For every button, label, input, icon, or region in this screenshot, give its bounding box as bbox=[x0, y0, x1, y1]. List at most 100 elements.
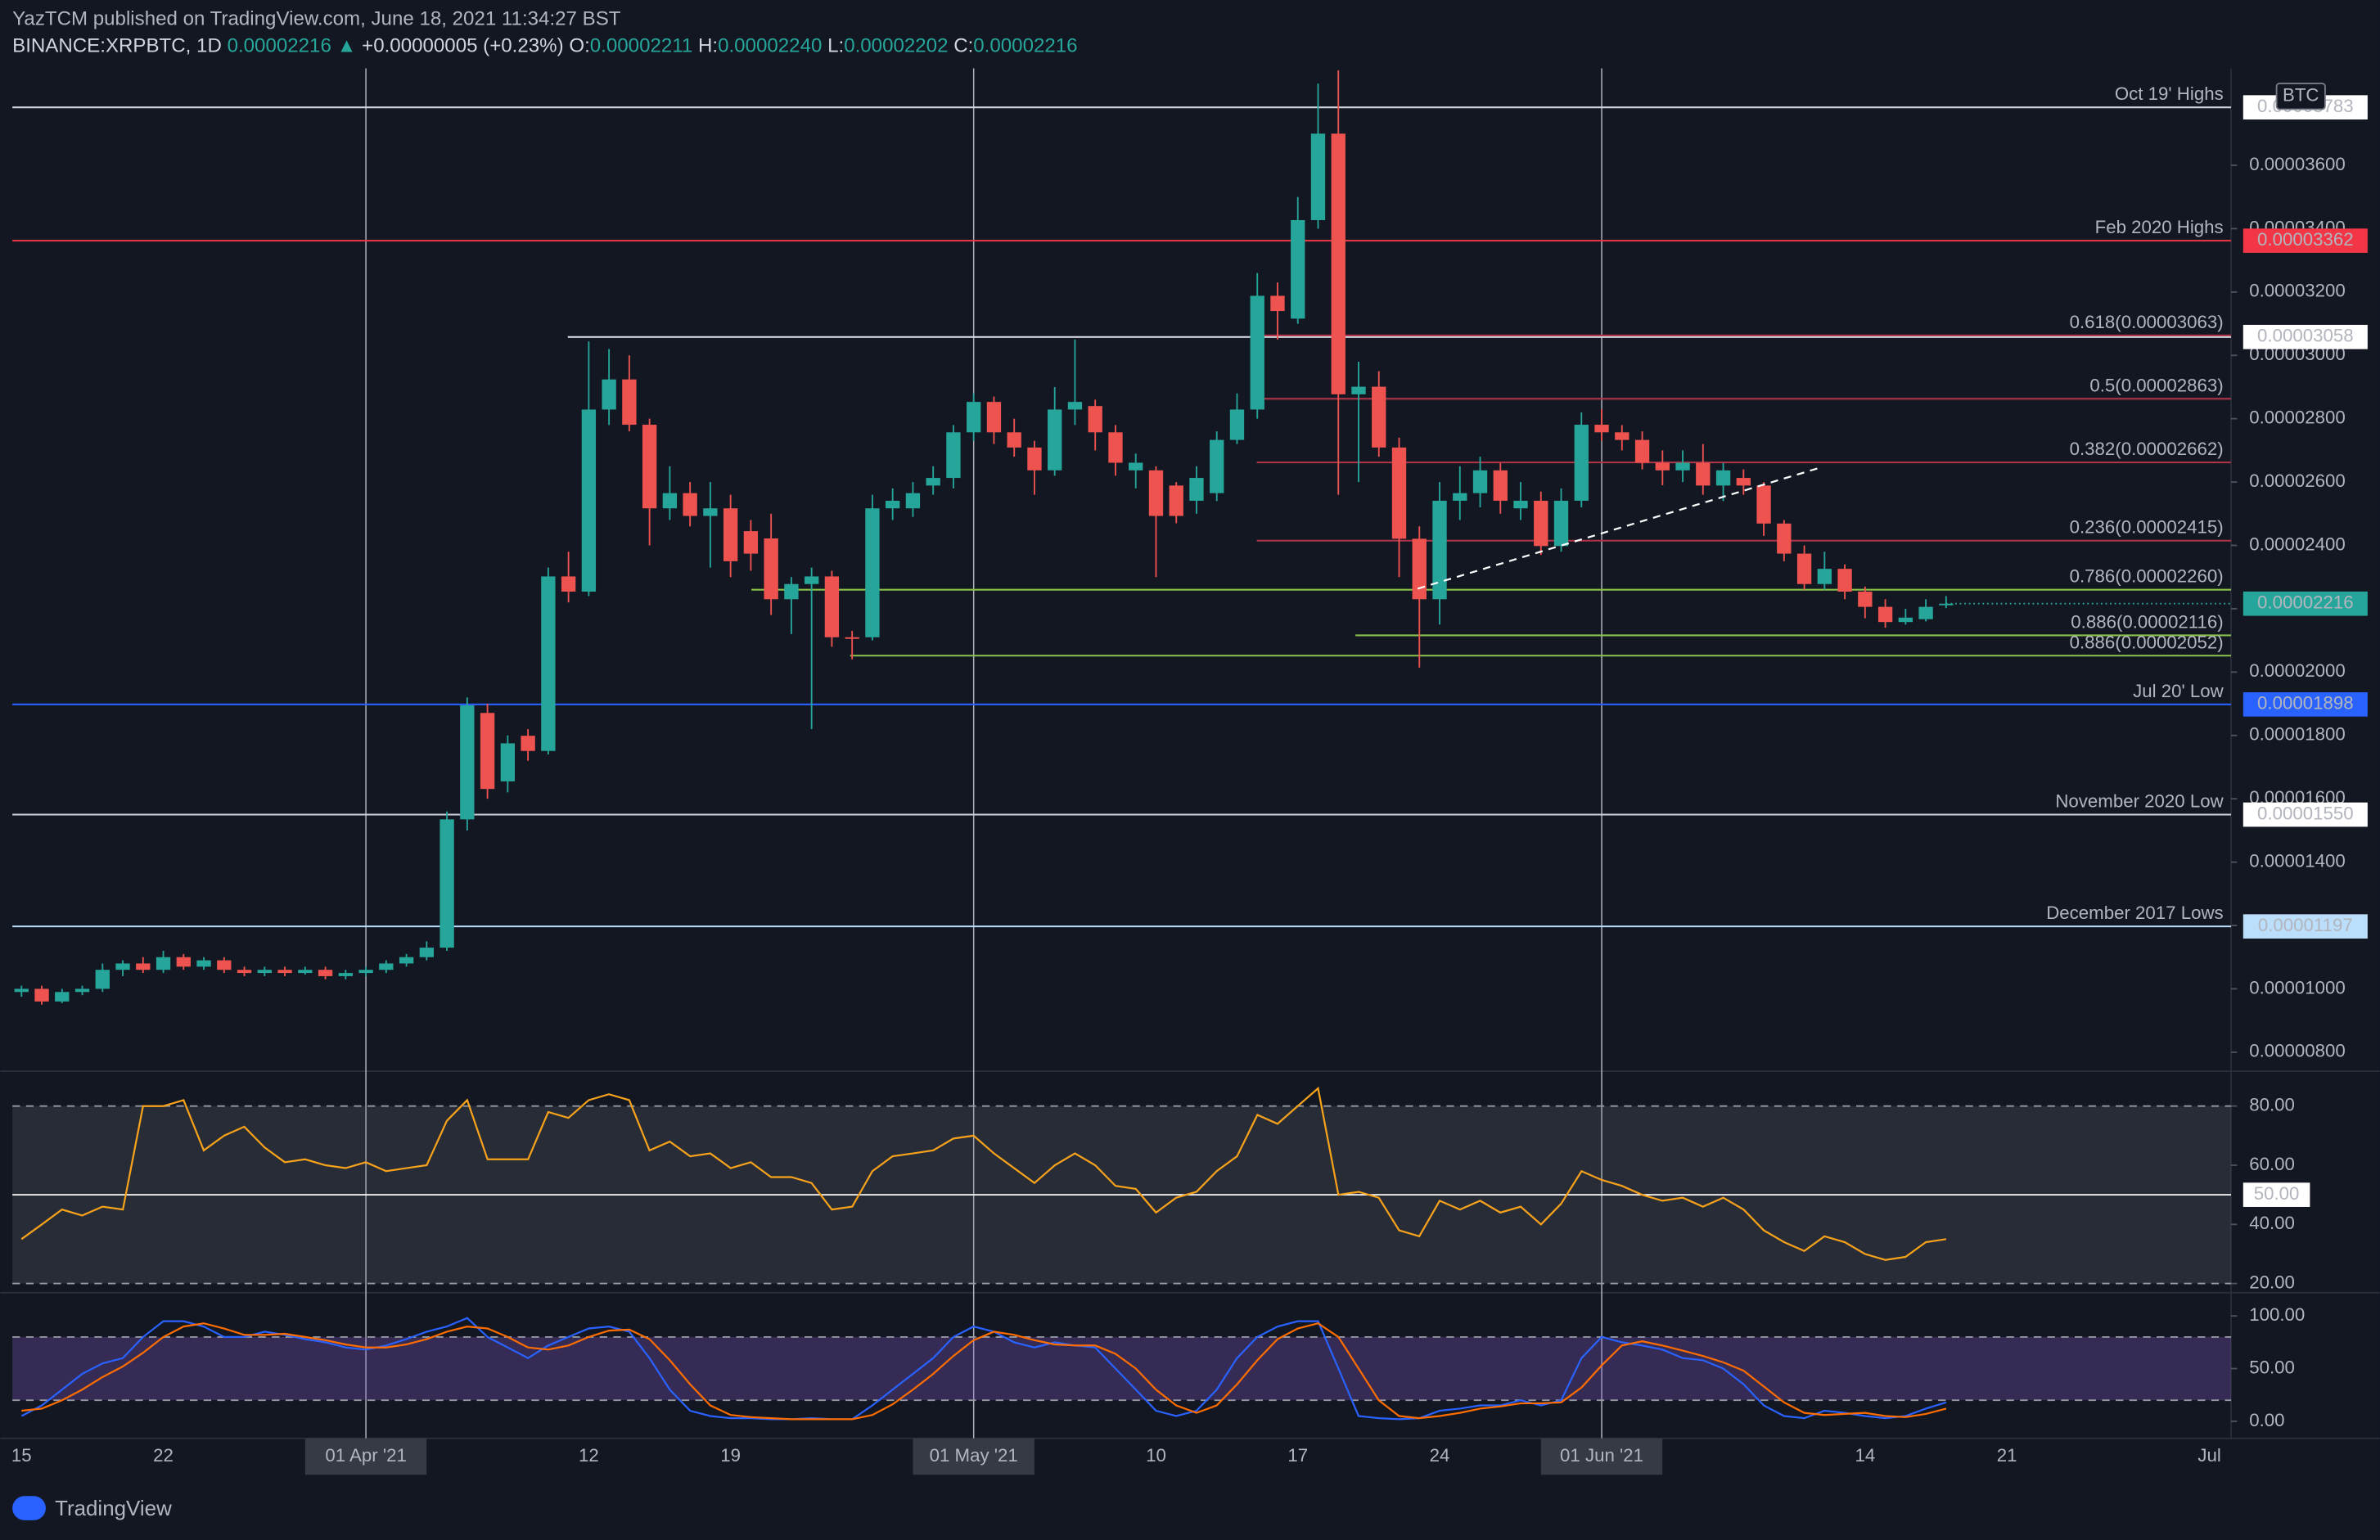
x-tick-label: 22 bbox=[153, 1445, 174, 1466]
candle-body bbox=[298, 970, 313, 974]
candle-body bbox=[1391, 447, 1407, 539]
candle-body bbox=[237, 970, 252, 974]
candle-body bbox=[1796, 553, 1812, 584]
candle-body bbox=[176, 957, 191, 967]
candle-body bbox=[500, 743, 516, 781]
up-arrow: ▲ bbox=[337, 35, 357, 57]
candle-body bbox=[1169, 485, 1183, 516]
candle-body bbox=[156, 957, 171, 970]
indicator-line bbox=[20, 1317, 1947, 1421]
published-line: YazTCM published on TradingView.com, Jun… bbox=[12, 7, 621, 29]
candle-body bbox=[74, 988, 90, 993]
candle-body bbox=[1493, 470, 1508, 501]
level-label: Jul 20' Low bbox=[2133, 681, 2224, 701]
y-tick-label: 0.00002800 bbox=[2249, 408, 2346, 428]
symbol-line: BINANCE:XRPBTC, 1D 0.00002216 ▲ +0.00000… bbox=[12, 35, 1077, 57]
candle-body bbox=[1736, 478, 1751, 486]
candle-body bbox=[865, 508, 880, 637]
candle-body bbox=[419, 948, 435, 957]
candle-body bbox=[622, 379, 637, 426]
x-tick-label: 19 bbox=[720, 1445, 741, 1466]
candle-body bbox=[1048, 409, 1062, 471]
candle-body bbox=[257, 970, 272, 974]
candle-body bbox=[1331, 133, 1346, 394]
level-box-label: 0.00003058 bbox=[2257, 326, 2354, 346]
level-label: December 2017 Lows bbox=[2046, 903, 2223, 923]
watermark: TradingView bbox=[12, 1496, 172, 1520]
candle-body bbox=[743, 531, 759, 554]
candle-body bbox=[662, 493, 678, 509]
candle-body bbox=[1351, 386, 1366, 394]
candle-body bbox=[34, 988, 49, 1002]
candle-body bbox=[1148, 470, 1164, 516]
x-label-box bbox=[304, 1438, 427, 1475]
candle-body bbox=[1715, 470, 1731, 486]
candle-body bbox=[784, 583, 799, 600]
level-label: 0.886(0.00002052) bbox=[2070, 632, 2224, 652]
candle-body bbox=[1472, 470, 1488, 493]
y-tick-label: 0.00002600 bbox=[2249, 471, 2346, 491]
level-box bbox=[2243, 324, 2368, 349]
y-tick-label: 0.00000800 bbox=[2249, 1041, 2346, 1061]
candle-body bbox=[1453, 493, 1467, 501]
y-tick-label: 0.00001400 bbox=[2249, 850, 2346, 871]
candle-body bbox=[358, 970, 373, 974]
candle-body bbox=[1108, 432, 1123, 463]
y-tick-label: 0.00001800 bbox=[2249, 724, 2346, 745]
candle-body bbox=[1594, 425, 1609, 433]
candle-body bbox=[1837, 569, 1852, 592]
candle-body bbox=[1858, 592, 1873, 607]
x-tick-label: 10 bbox=[1146, 1445, 1166, 1466]
x-tick-label: 24 bbox=[1430, 1445, 1450, 1466]
ohlc-value: 0.00002211 bbox=[590, 35, 693, 57]
level-label: November 2020 Low bbox=[2055, 791, 2224, 812]
ohlc-key: H: bbox=[698, 35, 718, 57]
candle-body bbox=[683, 493, 697, 516]
candle-body bbox=[460, 705, 475, 820]
candle-body bbox=[804, 576, 819, 584]
x-tick-label: 12 bbox=[579, 1445, 599, 1466]
x-tick-label: 17 bbox=[1287, 1445, 1308, 1466]
candle-body bbox=[1310, 133, 1326, 220]
ohlc-value: 0.00002240 bbox=[718, 35, 822, 57]
level-box bbox=[2243, 914, 2368, 939]
candle-body bbox=[217, 960, 232, 970]
candle-body bbox=[926, 478, 940, 486]
candle-body bbox=[1088, 406, 1102, 433]
candle-body bbox=[1918, 606, 1933, 619]
candle-body bbox=[55, 992, 70, 1002]
candle-body bbox=[14, 988, 29, 993]
candle-body bbox=[824, 576, 840, 637]
candle-body bbox=[581, 409, 597, 592]
y-tick-label: 0.00 bbox=[2249, 1410, 2284, 1430]
y-tick-label: 0.00003200 bbox=[2249, 281, 2346, 301]
candle-body bbox=[967, 402, 981, 433]
candle-body bbox=[642, 425, 657, 509]
midline-box bbox=[2243, 1182, 2310, 1207]
candle-body bbox=[703, 508, 718, 516]
symbol: BINANCE:XRPBTC, 1D bbox=[12, 35, 222, 57]
candle-body bbox=[1675, 462, 1690, 471]
candle-body bbox=[1129, 462, 1143, 471]
y-tick-label: 60.00 bbox=[2249, 1154, 2295, 1174]
brand: TradingView bbox=[55, 1497, 172, 1520]
candle-body bbox=[1189, 478, 1204, 501]
y-tick-label: 0.00003600 bbox=[2249, 154, 2346, 174]
candle-body bbox=[723, 508, 738, 561]
candle-body bbox=[1574, 425, 1589, 501]
candle-body bbox=[764, 538, 778, 600]
x-tick-label: 01 May '21 bbox=[930, 1445, 1018, 1466]
candle-body bbox=[318, 970, 333, 976]
candle-body bbox=[136, 963, 151, 970]
candle-body bbox=[1372, 386, 1386, 448]
candle-body bbox=[521, 736, 535, 751]
candle-body bbox=[1534, 500, 1548, 547]
candle-body bbox=[1655, 462, 1670, 471]
candle-body bbox=[1634, 439, 1650, 463]
level-label: 0.5(0.00002863) bbox=[2089, 375, 2223, 395]
x-tick-label: 14 bbox=[1855, 1445, 1875, 1466]
candle-body bbox=[1615, 432, 1629, 440]
